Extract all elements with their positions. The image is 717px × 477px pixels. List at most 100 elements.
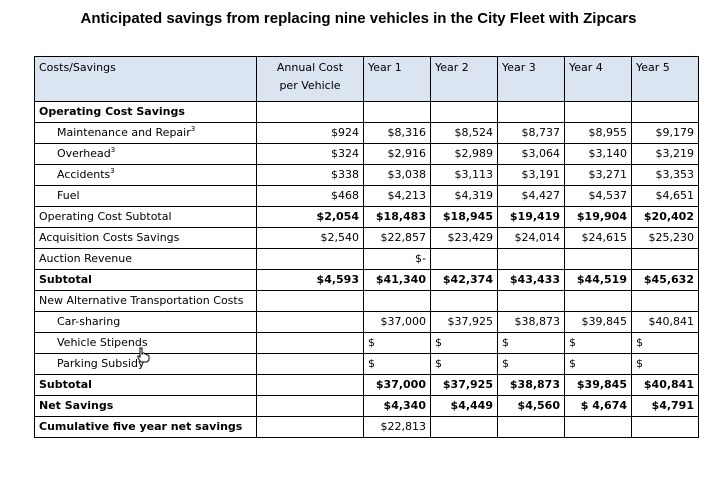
year-4-cell: $39,845 [564,374,632,396]
year-2-cell: $4,449 [430,395,498,417]
annual-cost-cell [256,353,364,375]
hand-cursor-icon [137,347,150,363]
annual-cost-cell: $2,540 [256,227,364,249]
year-2-cell: $8,524 [430,122,498,144]
year-5-cell: $20,402 [631,206,699,228]
year-3-cell: $43,433 [497,269,565,291]
year-1-cell: $41,340 [363,269,431,291]
row-label-text: Operating Cost Savings [39,105,185,118]
year-4-cell: $39,845 [564,311,632,333]
year-2-cell [430,248,498,270]
year-1-cell: $2,916 [363,143,431,165]
row-label: Overhead3 [34,143,257,165]
table-row: Maintenance and Repair3 $924 $8,316 $8,524 $… [34,122,699,144]
row-label-text: Overhead [57,147,111,160]
year-2-cell: $23,429 [430,227,498,249]
annual-cost-cell [256,416,364,438]
year-5-cell [631,290,699,312]
year-1-cell [363,290,431,312]
year-4-cell: $ [564,353,632,375]
year-2-cell: $37,925 [430,374,498,396]
row-label-text: Subtotal [39,273,92,286]
year-5-cell: $9,179 [631,122,699,144]
row-label: Operating Cost Savings [34,101,257,123]
year-4-cell [564,290,632,312]
row-label: Fuel [34,185,257,207]
year-2-cell [430,101,498,123]
header-annual-cost: Annual Cost per Vehicle [256,56,364,102]
year-4-cell: $4,537 [564,185,632,207]
table-row: Overhead3 $324 $2,916 $2,989 $3,064 $3,140 $3,… [34,143,699,165]
year-1-cell: $- [363,248,431,270]
table-row: New Alternative Transportation Costs [34,290,699,312]
year-4-cell: $ [564,332,632,354]
year-5-cell: $25,230 [631,227,699,249]
header-year-3: Year 3 [497,56,565,102]
table-row: Net Savings $4,340 $4,449 $4,560 $ 4,674 $4,7… [34,395,699,417]
annual-cost-cell: $338 [256,164,364,186]
year-4-cell [564,248,632,270]
year-5-cell: $4,651 [631,185,699,207]
year-1-cell: $37,000 [363,374,431,396]
header-year-5: Year 5 [631,56,699,102]
year-1-cell: $22,857 [363,227,431,249]
year-5-cell: $3,353 [631,164,699,186]
row-label: Maintenance and Repair3 [34,122,257,144]
year-4-cell: $3,271 [564,164,632,186]
row-label-text: Subtotal [39,378,92,391]
year-3-cell: $4,560 [497,395,565,417]
year-1-cell: $8,316 [363,122,431,144]
row-label-text: Cumulative five year net savings [39,420,243,433]
year-1-cell: $ [363,332,431,354]
annual-cost-cell [256,395,364,417]
year-5-cell: $40,841 [631,374,699,396]
annual-cost-cell: $324 [256,143,364,165]
table-row: Operating Cost Subtotal $2,054 $18,483 $18,… [34,206,699,228]
header-annual-line2: per Vehicle [279,79,341,92]
row-label-text: Maintenance and Repair [57,126,191,139]
year-5-cell: $ [631,353,699,375]
year-2-cell: $3,113 [430,164,498,186]
year-3-cell: $ [497,353,565,375]
year-5-cell: $ [631,332,699,354]
year-3-cell [497,416,565,438]
year-2-cell: $42,374 [430,269,498,291]
year-3-cell [497,248,565,270]
year-2-cell [430,290,498,312]
annual-cost-cell [256,374,364,396]
year-5-cell [631,248,699,270]
row-label-text: Net Savings [39,399,114,412]
year-3-cell: $4,427 [497,185,565,207]
row-label-text: Car-sharing [57,315,121,328]
year-2-cell: $4,319 [430,185,498,207]
year-1-cell: $37,000 [363,311,431,333]
row-label-text: Acquisition Costs Savings [39,231,180,244]
table-row: Vehicle Stipends $ $ $ $ $ [34,332,699,354]
row-label: Cumulative five year net savings [34,416,257,438]
header-row: Costs/Savings Annual Cost per Vehicle Ye… [34,56,699,102]
footnote-ref: 3 [190,125,196,133]
year-4-cell: $44,519 [564,269,632,291]
table-row: Fuel $468 $4,213 $4,319 $4,427 $4,537 $4,651 [34,185,699,207]
footnote-ref: 3 [110,167,115,175]
year-3-cell: $38,873 [497,374,565,396]
year-3-cell: $38,873 [497,311,565,333]
row-label-text: Parking Subsidy [57,357,145,370]
year-2-cell: $18,945 [430,206,498,228]
year-1-cell: $22,813 [363,416,431,438]
annual-cost-cell [256,332,364,354]
year-3-cell: $8,737 [497,122,565,144]
year-4-cell [564,101,632,123]
year-3-cell [497,290,565,312]
row-label: Car-sharing [34,311,257,333]
row-label: New Alternative Transportation Costs [34,290,257,312]
year-2-cell: $2,989 [430,143,498,165]
row-label: Operating Cost Subtotal [34,206,257,228]
footnote-ref: 3 [110,146,116,154]
year-4-cell: $24,615 [564,227,632,249]
table-row: Auction Revenue $- [34,248,699,270]
row-label: Acquisition Costs Savings [34,227,257,249]
row-label: Auction Revenue [34,248,257,270]
year-5-cell: $3,219 [631,143,699,165]
table-row: Acquisition Costs Savings $2,540 $22,857 $2… [34,227,699,249]
